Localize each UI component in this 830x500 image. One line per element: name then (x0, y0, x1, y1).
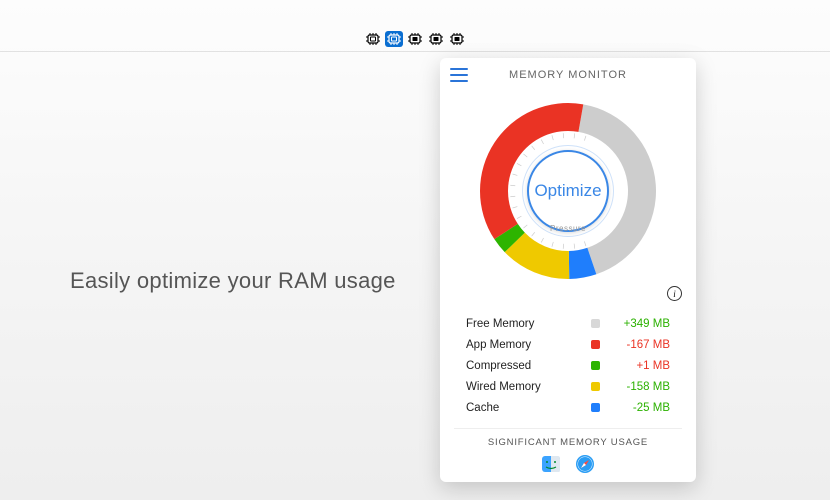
menubar-chip-icon[interactable] (448, 31, 466, 47)
optimize-button[interactable]: Optimize (527, 150, 609, 232)
stat-value: -158 MB (612, 381, 670, 393)
footer-apps (440, 454, 696, 482)
stat-label: Cache (466, 402, 579, 414)
stat-row: Wired Memory -158 MB (466, 376, 670, 397)
info-icon[interactable]: i (667, 286, 682, 301)
stats-list: Free Memory +349 MB App Memory -167 MB Compr… (440, 305, 696, 428)
stat-swatch (591, 403, 600, 412)
pressure-label: Pressure (550, 224, 586, 233)
menubar-chip-icon[interactable] (406, 31, 424, 47)
hamburger-icon[interactable] (450, 68, 468, 82)
panel-header: MEMORY MONITOR (440, 58, 696, 92)
stat-row: Cache -25 MB (466, 397, 670, 418)
stat-swatch (591, 319, 600, 328)
stat-label: Compressed (466, 360, 579, 372)
menubar (0, 28, 830, 50)
panel-title: MEMORY MONITOR (440, 69, 696, 81)
info-row: i (440, 286, 696, 305)
stat-value: +349 MB (612, 318, 670, 330)
stat-value: +1 MB (612, 360, 670, 372)
memory-monitor-panel: MEMORY MONITOR Optimize Pressure i Free … (440, 58, 696, 482)
stat-label: App Memory (466, 339, 579, 351)
stat-value: -25 MB (612, 402, 670, 414)
stat-swatch (591, 382, 600, 391)
stat-label: Free Memory (466, 318, 579, 330)
stat-row: App Memory -167 MB (466, 334, 670, 355)
stat-label: Wired Memory (466, 381, 579, 393)
stat-swatch (591, 340, 600, 349)
menubar-chip-icon[interactable] (427, 31, 445, 47)
safari-icon[interactable] (575, 454, 595, 474)
footer-title: SIGNIFICANT MEMORY USAGE (454, 428, 682, 454)
optimize-label: Optimize (534, 181, 601, 201)
menubar-chip-icon[interactable] (385, 31, 403, 47)
memory-donut-chart: Optimize Pressure (473, 96, 663, 286)
menubar-chip-icon[interactable] (364, 31, 382, 47)
stat-swatch (591, 361, 600, 370)
finder-icon[interactable] (541, 454, 561, 474)
stat-value: -167 MB (612, 339, 670, 351)
stat-row: Compressed +1 MB (466, 355, 670, 376)
headline: Easily optimize your RAM usage (70, 268, 396, 294)
stat-row: Free Memory +349 MB (466, 313, 670, 334)
